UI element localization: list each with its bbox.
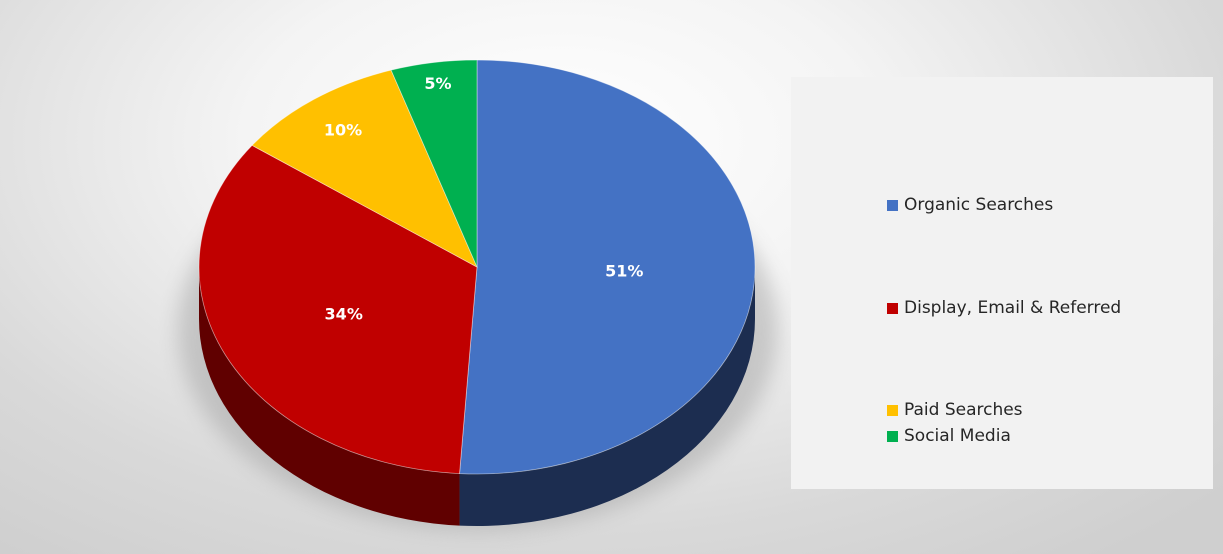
pie-tops xyxy=(198,59,756,475)
legend-item-display-email-referred[interactable]: Display, Email & Referred xyxy=(887,297,1121,319)
legend-swatch xyxy=(887,404,898,416)
legend-label: Paid Searches xyxy=(904,400,1023,420)
legend-item-social-media[interactable]: Social Media xyxy=(887,425,1011,447)
pie-side-display-email-referred xyxy=(199,267,460,526)
data-label-organic-searches: 51% xyxy=(605,261,643,280)
legend-label: Display, Email & Referred xyxy=(904,298,1122,318)
legend-item-organic-searches[interactable]: Organic Searches xyxy=(887,194,1053,216)
pie-slice-paid-searches[interactable] xyxy=(251,69,478,268)
pie-labels: 51% 34% 10% 5% xyxy=(324,74,644,324)
legend-swatch xyxy=(887,430,898,442)
legend: Organic Searches Display, Email & Referr… xyxy=(791,77,1213,489)
data-label-paid-searches: 10% xyxy=(324,121,362,140)
pie-slice-social-media[interactable] xyxy=(390,59,478,268)
legend-label: Organic Searches xyxy=(904,195,1054,215)
legend-swatch xyxy=(887,302,898,314)
legend-label: Social Media xyxy=(904,426,1011,446)
data-label-social-media: 5% xyxy=(424,74,451,93)
data-label-display-email-referred: 34% xyxy=(325,305,363,324)
pie-slice-organic-searches[interactable] xyxy=(459,59,756,475)
pie-side-organic-searches xyxy=(459,267,756,526)
pie-sides xyxy=(199,267,756,526)
pie-slice-display-email-referred[interactable] xyxy=(198,144,478,475)
legend-swatch xyxy=(887,199,898,211)
legend-item-paid-searches[interactable]: Paid Searches xyxy=(887,399,1023,421)
